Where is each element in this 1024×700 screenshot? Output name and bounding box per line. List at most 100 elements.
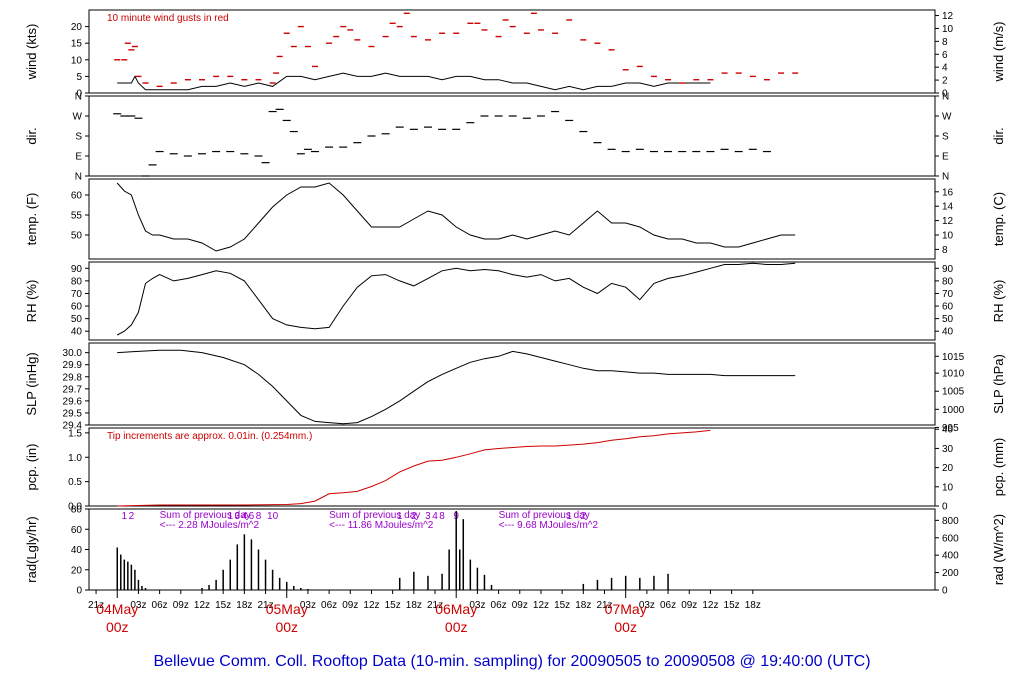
rad-sum-note: Sum of previous day — [329, 510, 420, 521]
temp-frame — [88, 178, 936, 260]
slp-right-tick-label: 1015 — [942, 352, 965, 363]
pcp-left-tick-label: 0.0 — [68, 502, 82, 513]
wind-ylabel-right: wind (m/s) — [991, 22, 1006, 83]
rh-right-tick-label: 60 — [942, 302, 954, 313]
rad-left-tick-label: 20 — [71, 565, 83, 576]
temp-left-tick-label: 55 — [71, 211, 83, 222]
pcp-series-line — [117, 429, 711, 507]
wind-right-tick-label: 10 — [942, 24, 954, 35]
rad-sum-value: <--- 9.68 MJoules/m^2 — [499, 520, 599, 531]
x-tick-label: 15z — [385, 600, 401, 611]
wind-right-tick-label: 12 — [942, 11, 954, 22]
pcp-ylabel-left: pcp. (in) — [24, 444, 39, 491]
x-tick-label: 06z — [321, 600, 337, 611]
slp-series-line — [117, 349, 796, 425]
x-tick-label: 21z — [596, 600, 612, 611]
rad-left-tick-label: 60 — [71, 525, 83, 536]
pcp-right-tick-label: 30 — [942, 444, 954, 455]
temp-left-tick-label: 60 — [71, 191, 83, 202]
rh-ylabel-left: RH (%) — [24, 280, 39, 323]
rad-sum-note: Sum of previous day — [499, 510, 590, 521]
wind-series-line — [117, 72, 711, 91]
slp-right-tick-label: 1010 — [942, 369, 965, 380]
x-tick-label: 15z — [724, 600, 740, 611]
x-tick-label: 03z — [639, 600, 655, 611]
slp-left-tick-label: 29.4 — [63, 421, 83, 432]
dir-left-tick-label: N — [75, 92, 82, 103]
x-tick-label: 18z — [236, 600, 252, 611]
rad-hour-mark: 10 — [267, 511, 279, 522]
wind-note: 10 minute wind gusts in red — [107, 13, 229, 24]
rad-sum-note: Sum of previous day — [160, 510, 251, 521]
x-tick-label: 09z — [342, 600, 358, 611]
wind-ylabel-left: wind (kts) — [24, 24, 39, 81]
day-label: 04May — [96, 601, 138, 617]
rad-left-tick-label: 80 — [71, 505, 83, 516]
rh-frame — [88, 261, 936, 341]
x-tick-label: 09z — [512, 600, 528, 611]
x-axis: 21z 03z 06z 09z 12z 15z 18z 21z 03z 06z 09z 12z 15z 1… — [88, 590, 761, 635]
wind-left-tick-label: 10 — [71, 55, 83, 66]
dir-left-tick-label: N — [75, 172, 82, 183]
wind-frame — [88, 9, 936, 94]
dir-left-tick-label: S — [75, 132, 82, 143]
day-label: 05May — [266, 601, 308, 617]
rad-hour-mark: 6 — [249, 511, 255, 522]
x-tick-label: 12z — [533, 600, 549, 611]
x-tick-label: 09z — [681, 600, 697, 611]
temp-right-tick-label: 12 — [942, 216, 954, 227]
rad-hour-mark: 4 — [432, 511, 438, 522]
pcp-ylabel-right: pcp. (mm) — [991, 438, 1006, 497]
dir-ylabel-right: dir. — [991, 127, 1006, 144]
rad-left-tick-label: 0 — [76, 586, 82, 597]
rad-ylabel-right: rad (W/m^2) — [991, 514, 1006, 585]
rad-hour-mark: 2 — [129, 511, 135, 522]
slp-right-tick-label: 1005 — [942, 387, 965, 398]
dir-right-tick-label: N — [942, 92, 949, 103]
rad-right-tick-label: 200 — [942, 568, 959, 579]
x-tick-label: 15z — [215, 600, 231, 611]
dir-right-tick-label: N — [942, 172, 949, 183]
panel-pcp: 0.0 0.5 1.0 1.5 0 10 20 30 40 pcp. (in) pcp. (mm) T… — [24, 425, 1006, 513]
rad-hour-mark: 8 — [439, 511, 445, 522]
rad-hour-mark: 3 — [235, 511, 241, 522]
pcp-left-tick-label: 1.5 — [68, 428, 82, 439]
rad-hour-mark: 2 — [411, 511, 417, 522]
panel-temp: 50 55 60 8 10 12 14 16 temp. (F) temp. (C) — [24, 178, 1006, 260]
dir-frame — [88, 95, 936, 177]
wind-left-tick-label: 5 — [76, 72, 82, 83]
slp-left-tick-label: 29.5 — [63, 408, 83, 419]
rad-right-tick-label: 800 — [942, 516, 959, 527]
x-tick-label: 03z — [130, 600, 146, 611]
rad-right-tick-label: 400 — [942, 551, 959, 562]
temp-right-tick-label: 10 — [942, 231, 954, 242]
pcp-right-tick-label: 0 — [942, 502, 948, 513]
pcp-left-tick-label: 1.0 — [68, 453, 82, 464]
rad-right-tick-label: 600 — [942, 533, 959, 544]
wind-right-tick-label: 8 — [942, 37, 948, 48]
slp-left-tick-label: 30.0 — [63, 348, 83, 359]
wind-right-tick-label: 4 — [942, 63, 948, 74]
day-hour-label: 00z — [445, 619, 468, 635]
rad-hour-mark: 4 — [242, 511, 248, 522]
wind-right-tick-label: 2 — [942, 76, 948, 87]
rh-right-tick-label: 40 — [942, 327, 954, 338]
slp-left-tick-label: 29.7 — [63, 384, 83, 395]
temp-right-tick-label: 14 — [942, 202, 954, 213]
dir-left-tick-label: E — [75, 152, 82, 163]
x-tick-label: 21z — [257, 600, 273, 611]
day-label: 07May — [605, 601, 647, 617]
panel-wind: 0 5 10 15 20 0 2 4 6 8 10 12 wind (kts) wind (m/s) 10 … — [24, 9, 1006, 100]
slp-ylabel-right: SLP (hPa) — [991, 354, 1006, 414]
pcp-note: Tip increments are approx. 0.01in. (0.25… — [107, 431, 312, 442]
rad-ylabel-left: rad(Lgly/hr) — [24, 516, 39, 582]
pcp-left-tick-label: 0.5 — [68, 477, 82, 488]
dir-right-tick-label: E — [942, 152, 949, 163]
temp-ylabel-left: temp. (F) — [24, 193, 39, 246]
rh-right-tick-label: 50 — [942, 314, 954, 325]
x-tick-label: 18z — [575, 600, 591, 611]
rad-hour-mark: 8 — [256, 511, 262, 522]
